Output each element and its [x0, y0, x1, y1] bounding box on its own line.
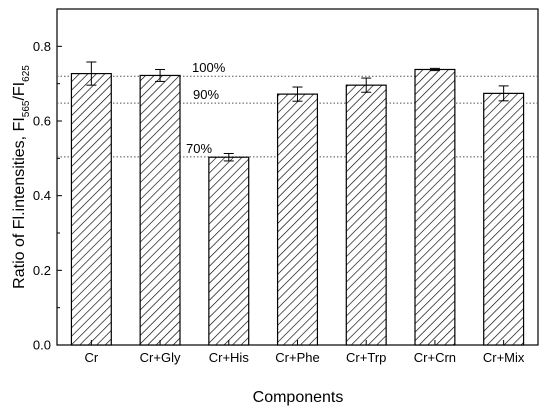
x-axis-title: Components [253, 389, 344, 406]
y-axis-ticks: 0.0 0.2 0.4 0.6 0.8 [33, 8, 62, 353]
x-axis-ticks: Cr Cr+Gly Cr+His Cr+Phe Cr+Trp Cr+Crn Cr+Mix [84, 340, 525, 365]
y-tick-label: 0.2 [33, 263, 51, 278]
x-tick-label: Cr+Mix [483, 350, 525, 365]
reference-line-label: 90% [193, 87, 219, 102]
y-tick-label: 0.6 [33, 114, 51, 129]
x-tick-label: Cr+Phe [275, 350, 319, 365]
y-tick-label: 0.4 [33, 188, 51, 203]
y-tick-label: 0.8 [33, 39, 51, 54]
x-tick-label: Cr+Gly [140, 350, 181, 365]
bar [276, 93, 319, 346]
reference-line-label: 70% [186, 141, 212, 156]
x-tick-label: Cr+Crn [414, 350, 456, 365]
x-tick-label: Cr+Trp [346, 350, 386, 365]
reference-line-label: 100% [192, 60, 226, 75]
reference-lines: 100% 90% 70% [57, 60, 538, 158]
bar [414, 68, 456, 346]
bar [70, 72, 112, 346]
y-tick-label: 0.0 [33, 338, 51, 353]
x-tick-label: Cr+His [209, 350, 250, 365]
x-tick-label: Cr [84, 350, 98, 365]
error-bars [86, 61, 509, 162]
bars [70, 68, 525, 346]
bar [483, 92, 525, 346]
bar [139, 74, 181, 346]
y-axis-title: Ratio of Fl.intensities, FI565/FI625 [11, 65, 32, 289]
bar [208, 156, 250, 346]
bar [345, 84, 387, 346]
